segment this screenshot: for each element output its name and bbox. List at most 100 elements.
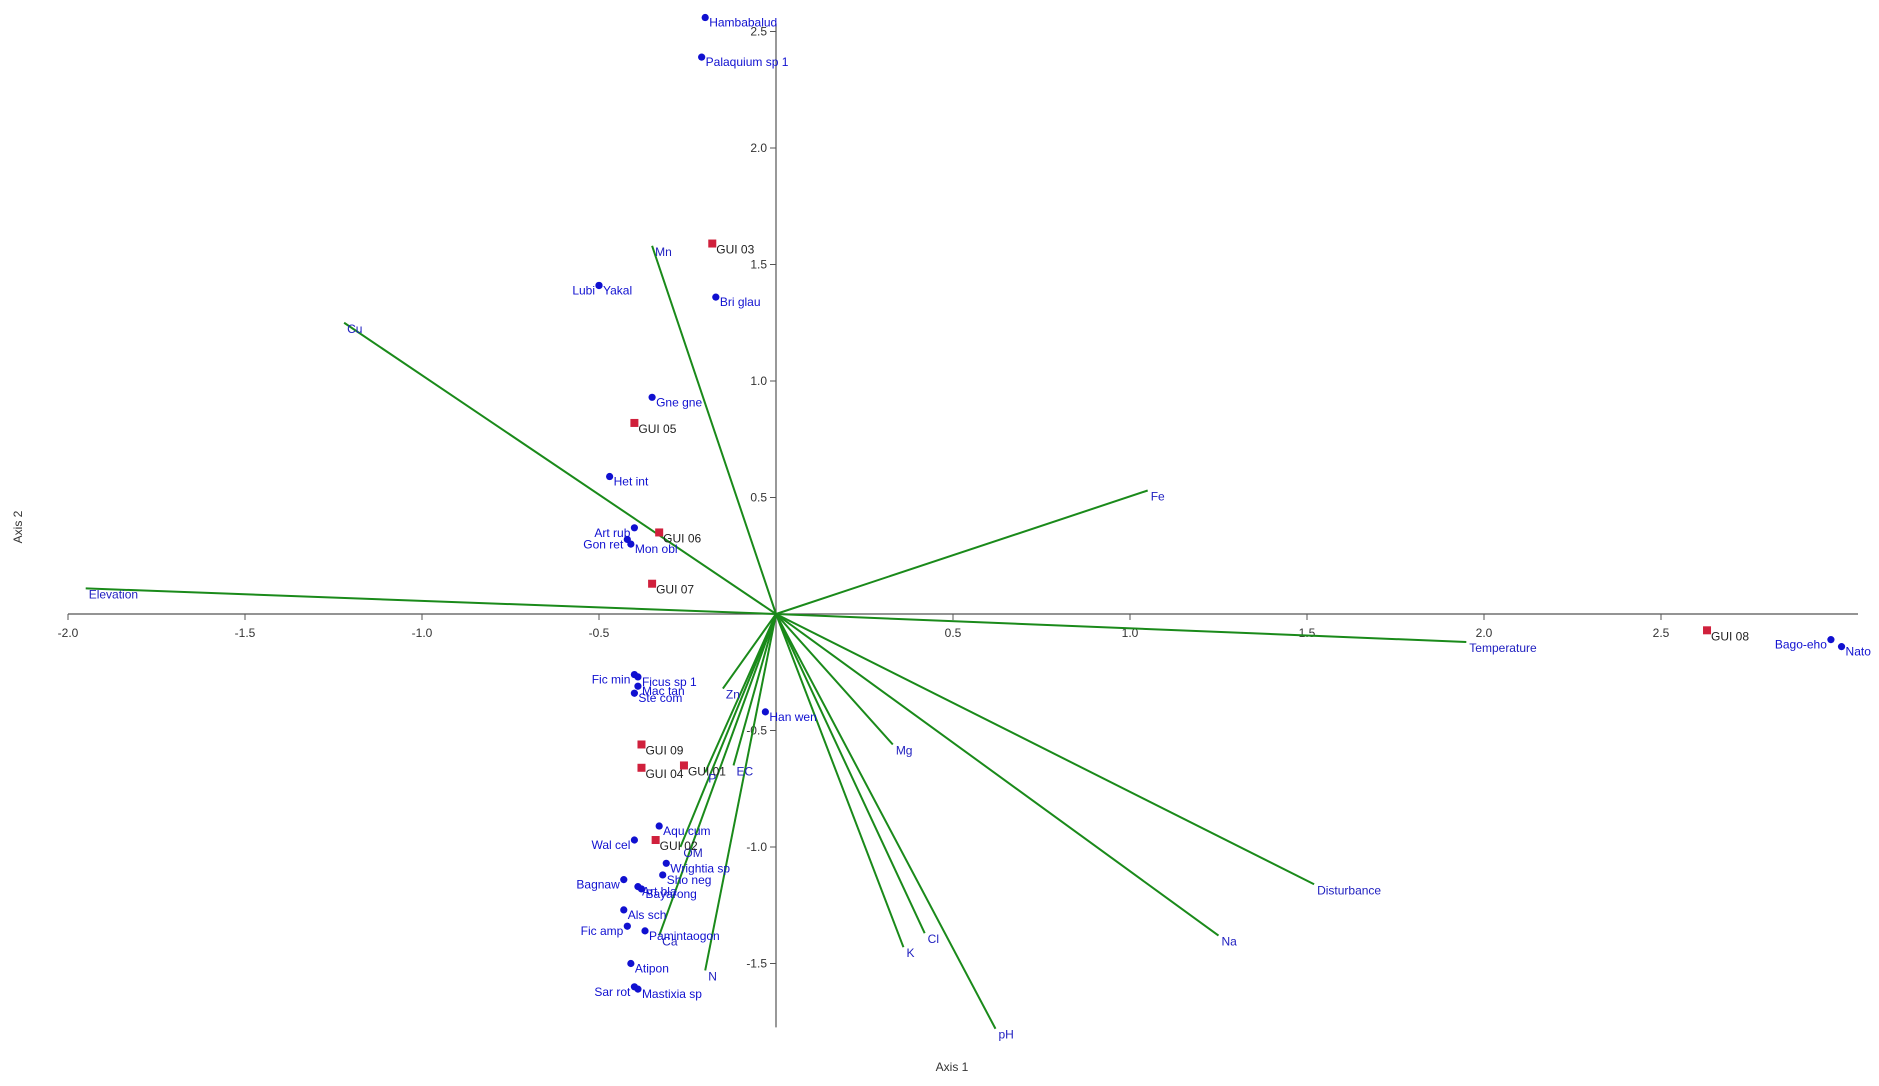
species-label: Pamintaogon (649, 929, 720, 943)
species-point (630, 689, 639, 697)
species-point (701, 13, 709, 22)
vector-line (704, 613, 777, 971)
site-label: GUI 01 (688, 764, 726, 778)
species-label: Ficus sp 1 (642, 675, 697, 689)
species-label: Art bla (642, 885, 677, 899)
species-label: Mon obl (635, 542, 678, 556)
vector-line (658, 613, 777, 936)
species-label: Hambabalud (709, 16, 777, 30)
species-point (761, 708, 769, 716)
axes-layer: -2.0 -1.5 -1.0 -0.5 0.5 1.0 1.5 2.0 2.5 2.5 2.0 1.5… (58, 23, 1858, 1028)
species-label: Fic amp (581, 924, 624, 938)
species-point (655, 822, 663, 830)
x-tick-label: -0.5 (589, 626, 610, 640)
site-point (1703, 626, 1712, 635)
vector-line (775, 613, 894, 746)
vector-label: Zn (726, 688, 740, 702)
vector-line (651, 245, 777, 615)
vector-line (775, 489, 1149, 615)
species-label: Art rub (594, 526, 630, 540)
site-point (708, 239, 717, 248)
species-point (641, 927, 649, 935)
species-point (627, 540, 635, 548)
species-point (623, 922, 631, 930)
species-point (627, 959, 635, 968)
species-point (1837, 643, 1846, 651)
species-label: Mastixia sp (642, 987, 702, 1001)
site-label: GUI 02 (660, 839, 698, 853)
x-tick-label: 2.5 (1653, 626, 1670, 640)
site-label: GUI 05 (638, 422, 676, 436)
points-layer (595, 13, 1846, 993)
species-label: Bagnaw (576, 878, 620, 892)
vector-label: Cu (347, 322, 362, 336)
species-label: Mac tan (642, 684, 685, 698)
site-point (655, 528, 664, 537)
vector-label: pH (998, 1028, 1013, 1042)
species-label: Het int (614, 475, 649, 489)
site-point (637, 740, 646, 749)
site-label: GUI 04 (645, 767, 683, 781)
y-tick-label: 0.5 (750, 491, 767, 505)
y-tick-label: 2.0 (750, 141, 767, 155)
site-point (651, 836, 660, 845)
vector-label: N (708, 969, 717, 983)
vector-line (732, 613, 777, 766)
species-point (634, 682, 642, 690)
vector-label: Fe (1151, 490, 1165, 504)
species-label: Bayarong (645, 887, 696, 901)
site-point (679, 761, 688, 770)
species-label: Nato (1846, 645, 1872, 659)
species-point (634, 985, 642, 993)
species-point (630, 836, 639, 844)
site-label: GUI 09 (645, 743, 683, 757)
species-point (659, 871, 667, 879)
species-point (606, 472, 614, 481)
vector-line (775, 613, 1467, 643)
y-tick-label: 1.5 (750, 258, 767, 272)
vector-line (85, 587, 777, 615)
vector-label: Mn (655, 245, 672, 259)
vector-label: Ca (662, 935, 678, 949)
site-point (648, 579, 657, 588)
vector-line (343, 321, 777, 615)
site-label: GUI 07 (656, 583, 694, 597)
x-tick-label: 2.0 (1476, 626, 1493, 640)
species-label: Bago-eho (1775, 638, 1827, 652)
species-label: Aqu cum (663, 824, 710, 838)
y-tick-label: -0.5 (746, 724, 767, 738)
vector-line (775, 613, 997, 1030)
species-point (634, 673, 642, 681)
species-label: Wrightia sp (670, 861, 730, 875)
species-label: Wal cel (591, 838, 630, 852)
species-point (662, 859, 670, 867)
vector-label: K (906, 946, 914, 960)
species-point (648, 393, 656, 401)
y-tick-label: 1.0 (750, 374, 767, 388)
vector-line (722, 613, 777, 690)
species-label: Bri glau (720, 295, 761, 309)
species-point (712, 293, 720, 301)
species-point (620, 906, 628, 914)
vector-line (679, 613, 777, 848)
vector-label: Mg (896, 743, 913, 757)
species-point (1827, 636, 1835, 644)
vector-label: OM (683, 846, 702, 860)
species-point (630, 524, 639, 532)
vector-line (775, 613, 1315, 886)
vector-label: P (708, 771, 716, 785)
x-tick-label: -2.0 (58, 626, 79, 640)
vector-label: Na (1222, 935, 1238, 949)
vector-label: Temperature (1469, 641, 1537, 655)
species-label: Gne gne (656, 395, 702, 409)
species-label: Als sch (628, 908, 667, 922)
site-point (637, 763, 646, 772)
species-label: Lubi (572, 283, 595, 297)
x-tick-label: 0.5 (945, 626, 962, 640)
x-tick-label: -1.0 (412, 626, 433, 640)
site-label: GUI 08 (1711, 629, 1749, 643)
species-label: Palaquium sp 1 (706, 55, 789, 69)
y-tick-label: -1.5 (746, 957, 767, 971)
